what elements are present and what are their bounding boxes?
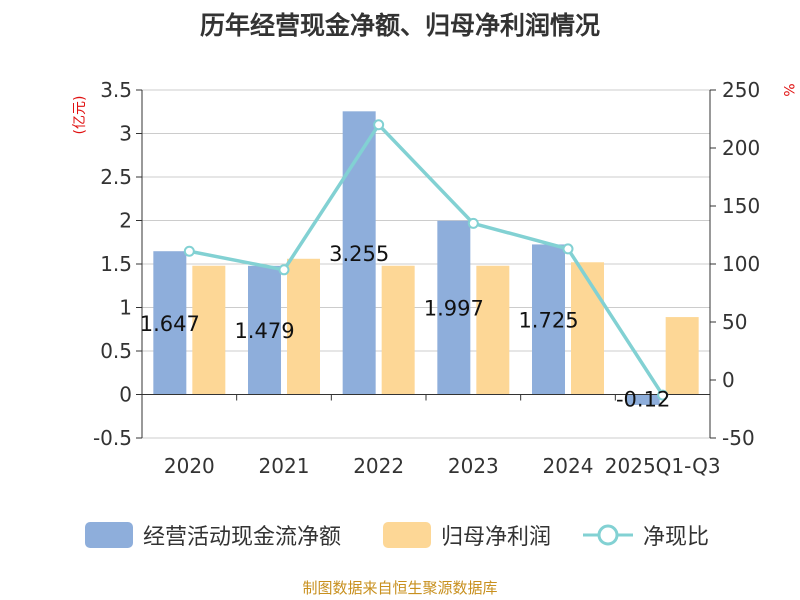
x-tick-label: 2025Q1-Q3	[605, 454, 721, 478]
bar-cashflow	[532, 244, 565, 395]
legend: 经营活动现金流净额 归母净利润 净现比	[0, 515, 800, 555]
ratio-point	[562, 243, 574, 255]
y-right-tick-label: 150	[722, 194, 760, 218]
bar-netprofit	[381, 265, 415, 395]
y-left-tick-label: 0.5	[100, 339, 132, 363]
ratio-line-path	[188, 122, 665, 397]
bar-cashflow	[437, 220, 471, 395]
y-left-tick-label: 2	[119, 209, 132, 233]
y-right-tick-label: 50	[722, 310, 747, 334]
x-tick-label: 2024	[543, 454, 594, 478]
data-label-cashflow: 1.725	[518, 308, 578, 332]
bar-netprofit	[571, 262, 604, 395]
y-left-tick-label: 3	[119, 122, 132, 146]
y-right-tick-label: 200	[722, 136, 760, 160]
ratio-point	[278, 264, 290, 276]
y-right-tick-label: 100	[722, 252, 760, 276]
legend-label-netprofit: 归母净利润	[441, 525, 552, 550]
bar-cashflow	[342, 111, 376, 395]
data-label-cashflow: 1.479	[234, 319, 294, 343]
ratio-line	[183, 119, 669, 401]
data-label-cashflow: 1.997	[424, 297, 484, 321]
y-left-tick-label: 0	[119, 383, 132, 407]
data-label-cashflow: 1.647	[140, 312, 200, 336]
ratio-point	[183, 245, 195, 257]
y-right-tick-label: -50	[722, 426, 755, 450]
chart-title: 历年经营现金净额、归母净利润情况	[199, 11, 600, 40]
bar-netprofit	[476, 265, 510, 395]
legend-line-circle-icon	[583, 524, 633, 546]
legend-item-netprofit[interactable]: 归母净利润	[383, 515, 551, 555]
ratio-point	[657, 389, 669, 401]
y-right-unit: %	[780, 83, 796, 96]
y-left-tick-label: 1	[119, 296, 132, 320]
bar-cashflow	[153, 251, 187, 395]
y-left-tick-label: 2.5	[100, 165, 132, 189]
y-left-tick-label: -0.5	[93, 426, 132, 450]
bar-netprofit	[192, 265, 226, 395]
legend-label-cashflow: 经营活动现金流净额	[143, 525, 342, 550]
grid-lines	[142, 89, 710, 439]
legend-swatch-cashflow	[85, 522, 133, 548]
y-left-unit: (亿元)	[72, 96, 88, 135]
ratio-point	[467, 217, 479, 229]
bar-cashflow	[626, 394, 660, 405]
bars	[153, 111, 699, 405]
bar-netprofit	[665, 317, 699, 395]
y-left-tick-label: 1.5	[100, 252, 132, 276]
source-note: 制图数据来自恒生聚源数据库	[302, 579, 498, 597]
y-right-tick-label: 250	[722, 78, 760, 102]
data-labels: 1.647 1.479 3.255 1.997 1.725 -0.12	[140, 242, 671, 412]
axes: 3.5 3 2.5 2 1.5 1 0.5 0 -0.5 250 200 150 100 50 0 -50 (亿…	[72, 78, 796, 478]
legend-swatch-netprofit	[383, 522, 431, 548]
bar-cashflow	[248, 265, 281, 395]
x-tick-label: 2020	[164, 454, 215, 478]
data-label-cashflow: 3.255	[329, 242, 389, 266]
legend-item-ratio[interactable]: 净现比	[583, 515, 709, 555]
x-tick-label: 2022	[353, 454, 404, 478]
y-left-tick-label: 3.5	[100, 78, 132, 102]
ratio-point	[373, 119, 385, 131]
data-label-cashflow: -0.12	[616, 388, 670, 412]
bar-netprofit	[287, 258, 320, 395]
y-right-tick-label: 0	[722, 368, 735, 392]
legend-item-cashflow[interactable]: 经营活动现金流净额	[85, 515, 341, 555]
legend-label-ratio: 净现比	[643, 525, 710, 550]
x-tick-label: 2021	[259, 454, 310, 478]
x-tick-label: 2023	[448, 454, 499, 478]
